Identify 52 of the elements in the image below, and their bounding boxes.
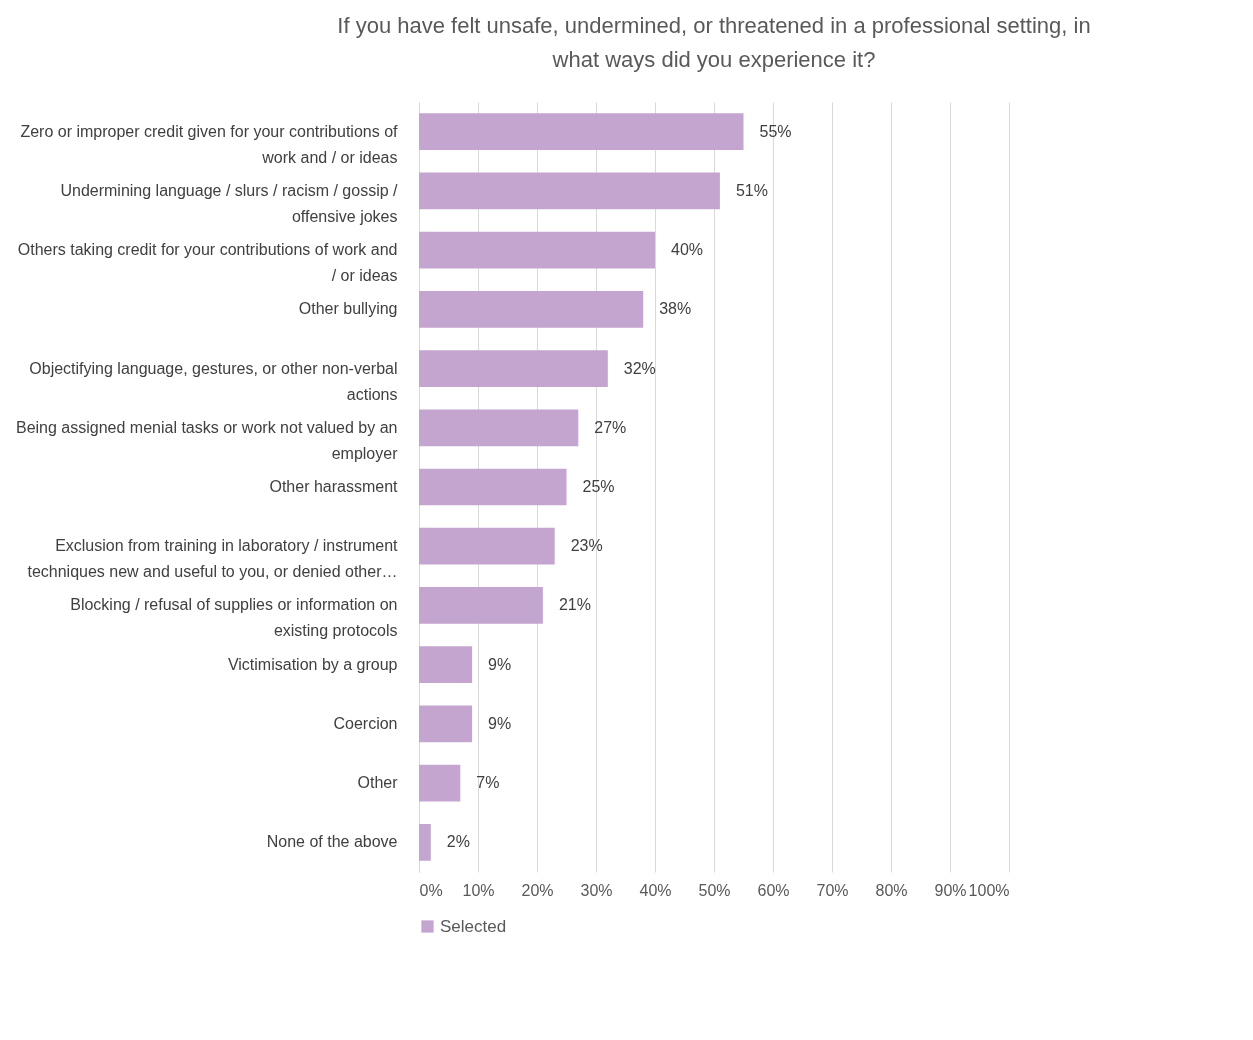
bar (419, 764, 461, 802)
y-tick-label: Exclusion from training in laboratory / instrument techniques new and useful to you, or denied other… (27, 537, 399, 581)
bar (419, 113, 744, 150)
data-label: 32% (623, 359, 656, 377)
bar (419, 705, 473, 743)
bar (419, 409, 579, 447)
y-tick-label: Other harassment (269, 478, 399, 495)
y-tick-label: Objectifying language, gestures, or other non-verbal actions (29, 359, 398, 403)
x-tick-label: 50% (698, 881, 731, 899)
data-label: 7% (476, 774, 500, 792)
y-tick-label: Victimisation by a group (227, 655, 398, 673)
y-tick-label: Other bullying (298, 300, 398, 318)
x-tick-label: 0% (419, 881, 443, 899)
x-tick-label: 70% (816, 881, 849, 899)
y-tick-label: Other (357, 774, 399, 792)
data-label: 23% (570, 537, 603, 555)
x-tick-label: 80% (875, 881, 908, 899)
data-label: 27% (594, 418, 627, 436)
data-label: 38% (659, 300, 692, 318)
y-tick-label: Zero or improper credit given for your contributions of work and / or ideas (20, 122, 399, 166)
legend-label: Selected (440, 916, 507, 936)
bar (419, 587, 543, 624)
chart-title: If you have felt unsafe, undermined, or threatened in a professional setting, in what ways did you experience it? (337, 13, 1091, 72)
data-label: 2% (446, 833, 470, 851)
data-label: 40% (671, 241, 704, 259)
bar (419, 468, 567, 506)
x-tick-label: 30% (580, 881, 613, 899)
data-label: 9% (488, 714, 512, 732)
x-tick-label: 10% (462, 881, 495, 899)
y-tick-label: None of the above (266, 833, 398, 851)
y-tick-label: Blocking / refusal of supplies or information on existing protocols (70, 596, 398, 640)
x-tick-label: 20% (521, 881, 554, 899)
x-tick-label: 90% (934, 881, 967, 899)
data-label: 25% (582, 478, 615, 495)
data-label: 55% (759, 122, 792, 140)
bar (419, 527, 555, 565)
x-tick-label: 40% (639, 881, 672, 899)
y-tick-label: Undermining language / slurs / racism / gossip / offensive jokes (60, 181, 399, 225)
bar (419, 231, 655, 269)
bar (419, 172, 720, 210)
y-tick-label: Coercion (333, 714, 398, 732)
bar (419, 646, 473, 684)
x-tick-label: 100% (968, 881, 1010, 899)
x-tick-label: 60% (757, 881, 790, 899)
bar (419, 290, 644, 328)
y-tick-label: Being assigned menial tasks or work not valued by an employer (15, 418, 399, 462)
data-label: 21% (558, 596, 591, 614)
data-label: 51% (735, 181, 768, 199)
bar (419, 350, 608, 387)
y-tick-label: Others taking credit for your contributions of work and / or ideas (17, 241, 398, 285)
bar (419, 824, 431, 861)
data-label: 9% (488, 655, 512, 673)
